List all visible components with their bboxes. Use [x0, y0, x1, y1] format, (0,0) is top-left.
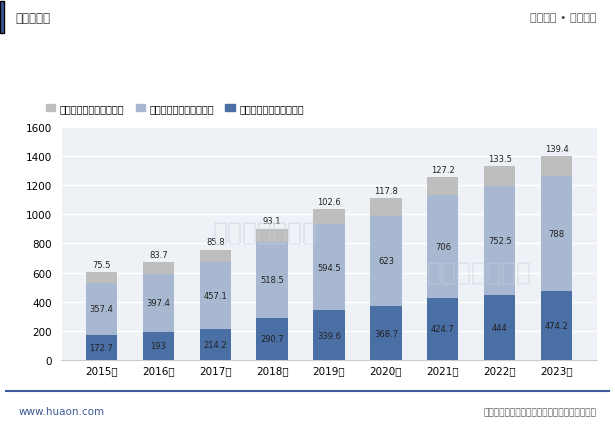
Text: 85.8: 85.8: [206, 238, 224, 247]
Bar: [484, 186, 515, 296]
Bar: [427, 178, 458, 196]
Bar: [427, 196, 458, 298]
Text: 788: 788: [549, 230, 565, 239]
Text: 数据来源：重庆市统计局；华经产业研究院整理: 数据来源：重庆市统计局；华经产业研究院整理: [483, 407, 597, 416]
Bar: [256, 242, 288, 318]
Bar: [143, 262, 174, 274]
Text: 424.7: 424.7: [431, 325, 454, 334]
Legend: 第三产业增加值（亿元）, 第二产业增加值（亿元）, 第一产业增加值（亿元）: 第三产业增加值（亿元）, 第二产业增加值（亿元）, 第一产业增加值（亿元）: [42, 100, 308, 118]
Text: 339.6: 339.6: [317, 331, 341, 340]
Bar: [200, 262, 231, 329]
Bar: [200, 329, 231, 360]
Text: 专业严谨 • 客观科学: 专业严谨 • 客观科学: [530, 13, 597, 23]
Text: 474.2: 474.2: [545, 321, 568, 330]
Text: 75.5: 75.5: [92, 260, 111, 269]
Bar: [484, 167, 515, 186]
Bar: [143, 332, 174, 360]
Bar: [484, 296, 515, 360]
Bar: [314, 225, 344, 311]
Text: 117.8: 117.8: [374, 187, 398, 196]
Bar: [86, 283, 117, 335]
Text: 193: 193: [151, 342, 166, 351]
Text: 457.1: 457.1: [204, 291, 227, 300]
Text: 127.2: 127.2: [431, 165, 454, 174]
Bar: [370, 199, 402, 216]
Bar: [541, 177, 572, 291]
Bar: [314, 210, 344, 225]
Text: 华经产业研究院: 华经产业研究院: [212, 220, 317, 244]
Bar: [541, 157, 572, 177]
Text: 华经情报网: 华经情报网: [15, 12, 50, 25]
Text: 752.5: 752.5: [488, 236, 512, 245]
Text: 623: 623: [378, 257, 394, 266]
Text: www.huaon.com: www.huaon.com: [18, 406, 105, 417]
Text: 594.5: 594.5: [317, 263, 341, 272]
Text: 华经产业研究院: 华经产业研究院: [426, 260, 531, 284]
Text: 214.2: 214.2: [204, 340, 227, 349]
Text: 133.5: 133.5: [488, 155, 512, 164]
Bar: [256, 229, 288, 242]
Bar: [541, 291, 572, 360]
Text: 357.4: 357.4: [90, 305, 113, 314]
Bar: [143, 274, 174, 332]
Bar: [370, 306, 402, 360]
Bar: [427, 298, 458, 360]
Text: 172.7: 172.7: [90, 343, 113, 352]
Text: 368.7: 368.7: [374, 329, 398, 338]
Text: 290.7: 290.7: [260, 334, 284, 343]
Bar: [314, 311, 344, 360]
Bar: [370, 216, 402, 306]
Bar: [256, 318, 288, 360]
Text: 83.7: 83.7: [149, 250, 168, 259]
Text: 93.1: 93.1: [263, 217, 282, 226]
Text: 139.4: 139.4: [545, 144, 568, 153]
FancyBboxPatch shape: [0, 2, 4, 35]
Text: 706: 706: [435, 243, 451, 252]
Text: 444: 444: [492, 323, 507, 332]
Text: 102.6: 102.6: [317, 197, 341, 206]
Text: 2015-2023年江津区第一、第二及第三产业增加值: 2015-2023年江津区第一、第二及第三产业增加值: [167, 54, 448, 72]
Text: 397.4: 397.4: [146, 299, 170, 308]
Bar: [86, 335, 117, 360]
Bar: [200, 250, 231, 262]
Bar: [86, 272, 117, 283]
Text: 518.5: 518.5: [260, 276, 284, 285]
